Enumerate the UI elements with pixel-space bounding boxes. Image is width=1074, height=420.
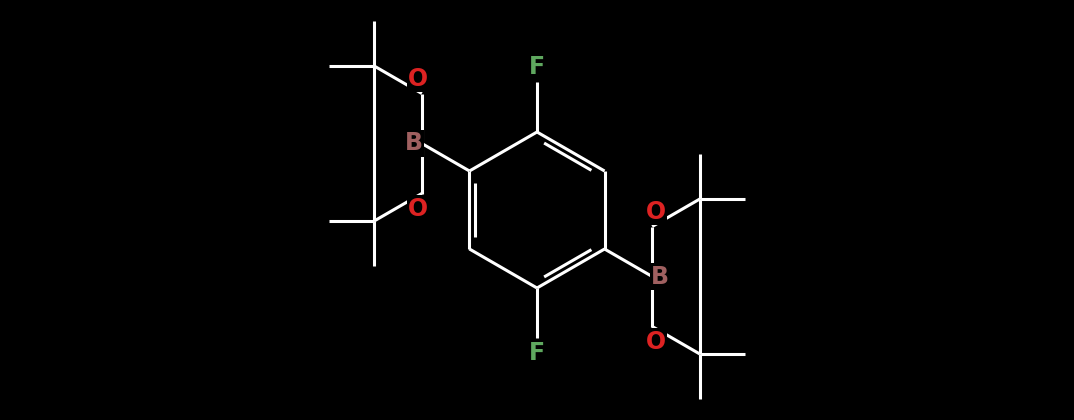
- Text: O: O: [647, 330, 666, 354]
- Text: B: B: [651, 265, 669, 289]
- Text: F: F: [528, 341, 546, 365]
- Text: O: O: [408, 66, 427, 90]
- Text: O: O: [647, 200, 666, 223]
- Text: F: F: [528, 55, 546, 79]
- Text: O: O: [408, 197, 427, 220]
- Text: B: B: [405, 131, 423, 155]
